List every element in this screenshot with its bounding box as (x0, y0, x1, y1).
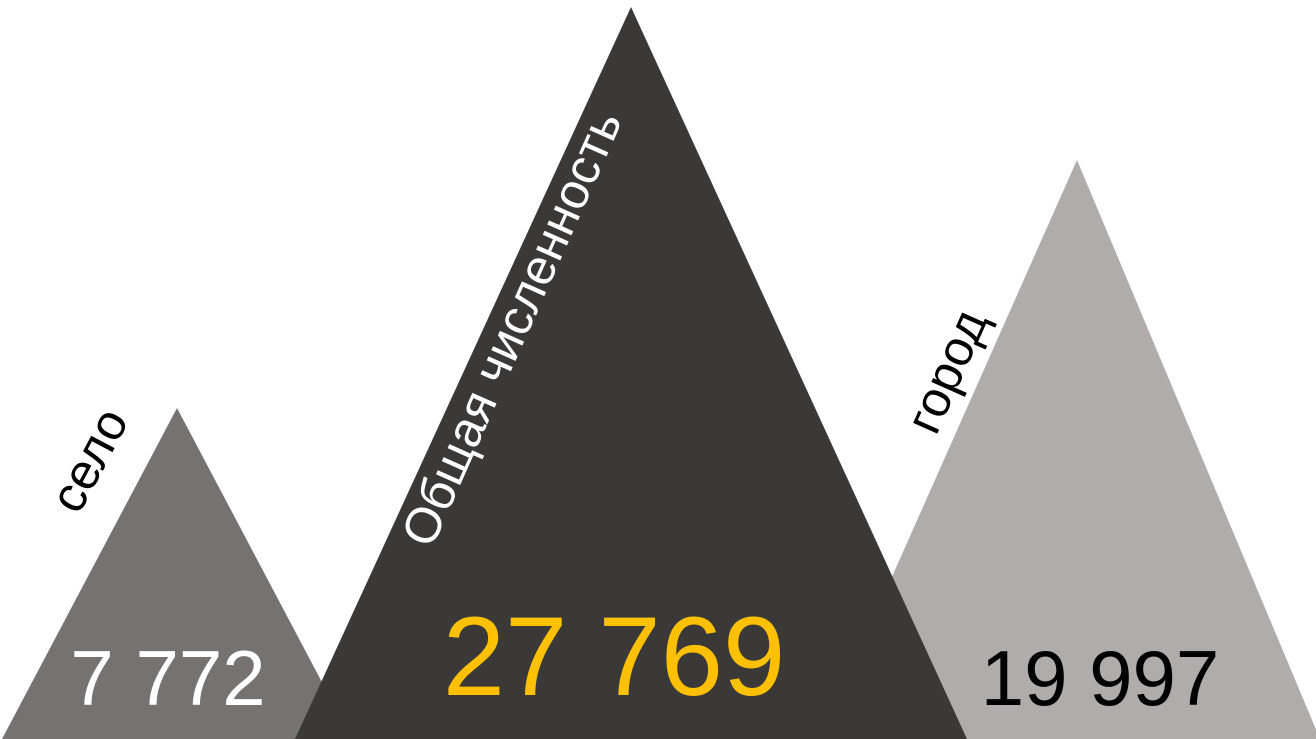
rural-value-label: 7 772 (70, 634, 265, 722)
total-value-label: 27 769 (443, 594, 786, 719)
rural-triangle (2, 408, 352, 739)
rural-category-label: село (39, 399, 139, 521)
city-value-label: 19 997 (981, 634, 1220, 722)
city-triangle (820, 160, 1316, 739)
total-triangle (295, 7, 967, 739)
